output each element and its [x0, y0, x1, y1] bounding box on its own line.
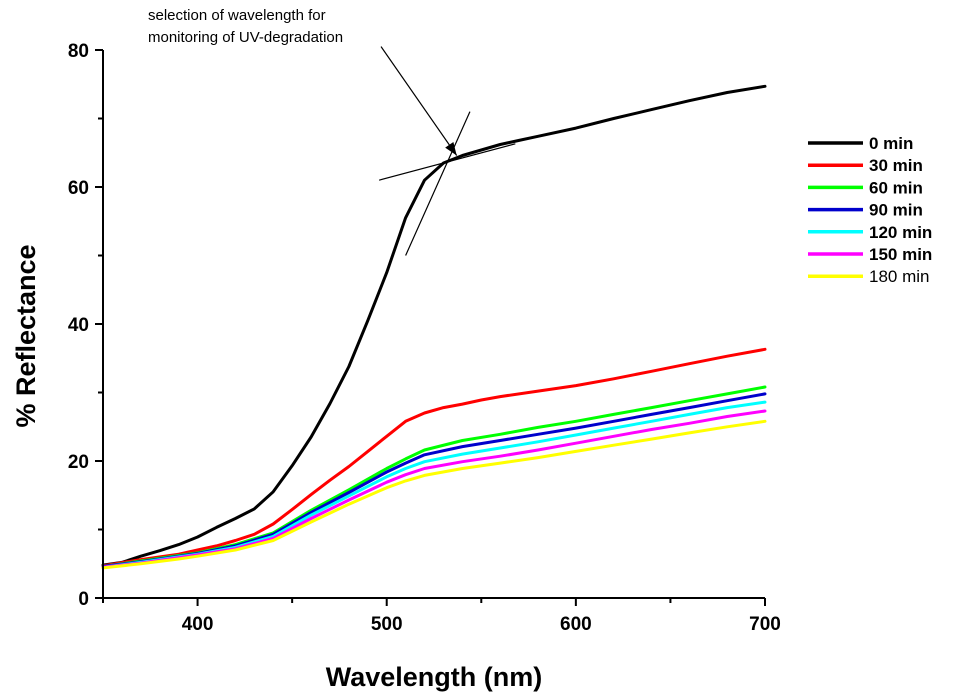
y-axis-title: % Reflectance — [11, 244, 41, 427]
x-tick-label: 500 — [371, 614, 403, 635]
x-tick-label: 400 — [182, 614, 214, 635]
series-line-30-min — [101, 347, 767, 568]
y-tick-label: 40 — [68, 315, 89, 336]
legend-label: 90 min — [869, 201, 923, 220]
legend-label: 180 min — [869, 267, 929, 286]
y-tick-label: 80 — [68, 41, 89, 62]
legend-label: 120 min — [869, 223, 932, 242]
legend-label: 30 min — [869, 156, 923, 175]
annotation-text: selection of wavelength for — [148, 7, 326, 24]
y-tick-label: 0 — [78, 589, 89, 610]
series-line-180-min — [101, 419, 767, 570]
legend-label: 60 min — [869, 178, 923, 197]
y-tick-label: 20 — [68, 452, 89, 473]
legend-label: 0 min — [869, 134, 913, 153]
annotation-arrowhead — [445, 141, 457, 156]
series-line-0-min — [101, 84, 767, 567]
annotation-text: monitoring of UV-degradation — [148, 29, 343, 46]
annotation-arrow — [380, 46, 458, 156]
legend-label: 150 min — [869, 245, 932, 264]
tangent-line — [405, 111, 471, 256]
legend: 0 min 30 min 60 min 90 min 120 min 150 min 180… — [808, 134, 932, 286]
series-layer — [101, 84, 767, 570]
series-line-150-min — [101, 409, 767, 569]
x-tick-label: 700 — [749, 614, 781, 635]
x-axis-title: Wavelength (nm) — [326, 662, 543, 692]
x-tick-label: 600 — [560, 614, 592, 635]
series-line-60-min — [101, 385, 767, 568]
axes-layer: 400 500 600 700 0 20 40 60 80 Wavelength (nm) % Re… — [11, 41, 781, 692]
y-tick-label: 60 — [68, 178, 89, 199]
annotation-layer: selection of wavelength for monitoring of… — [148, 7, 516, 256]
